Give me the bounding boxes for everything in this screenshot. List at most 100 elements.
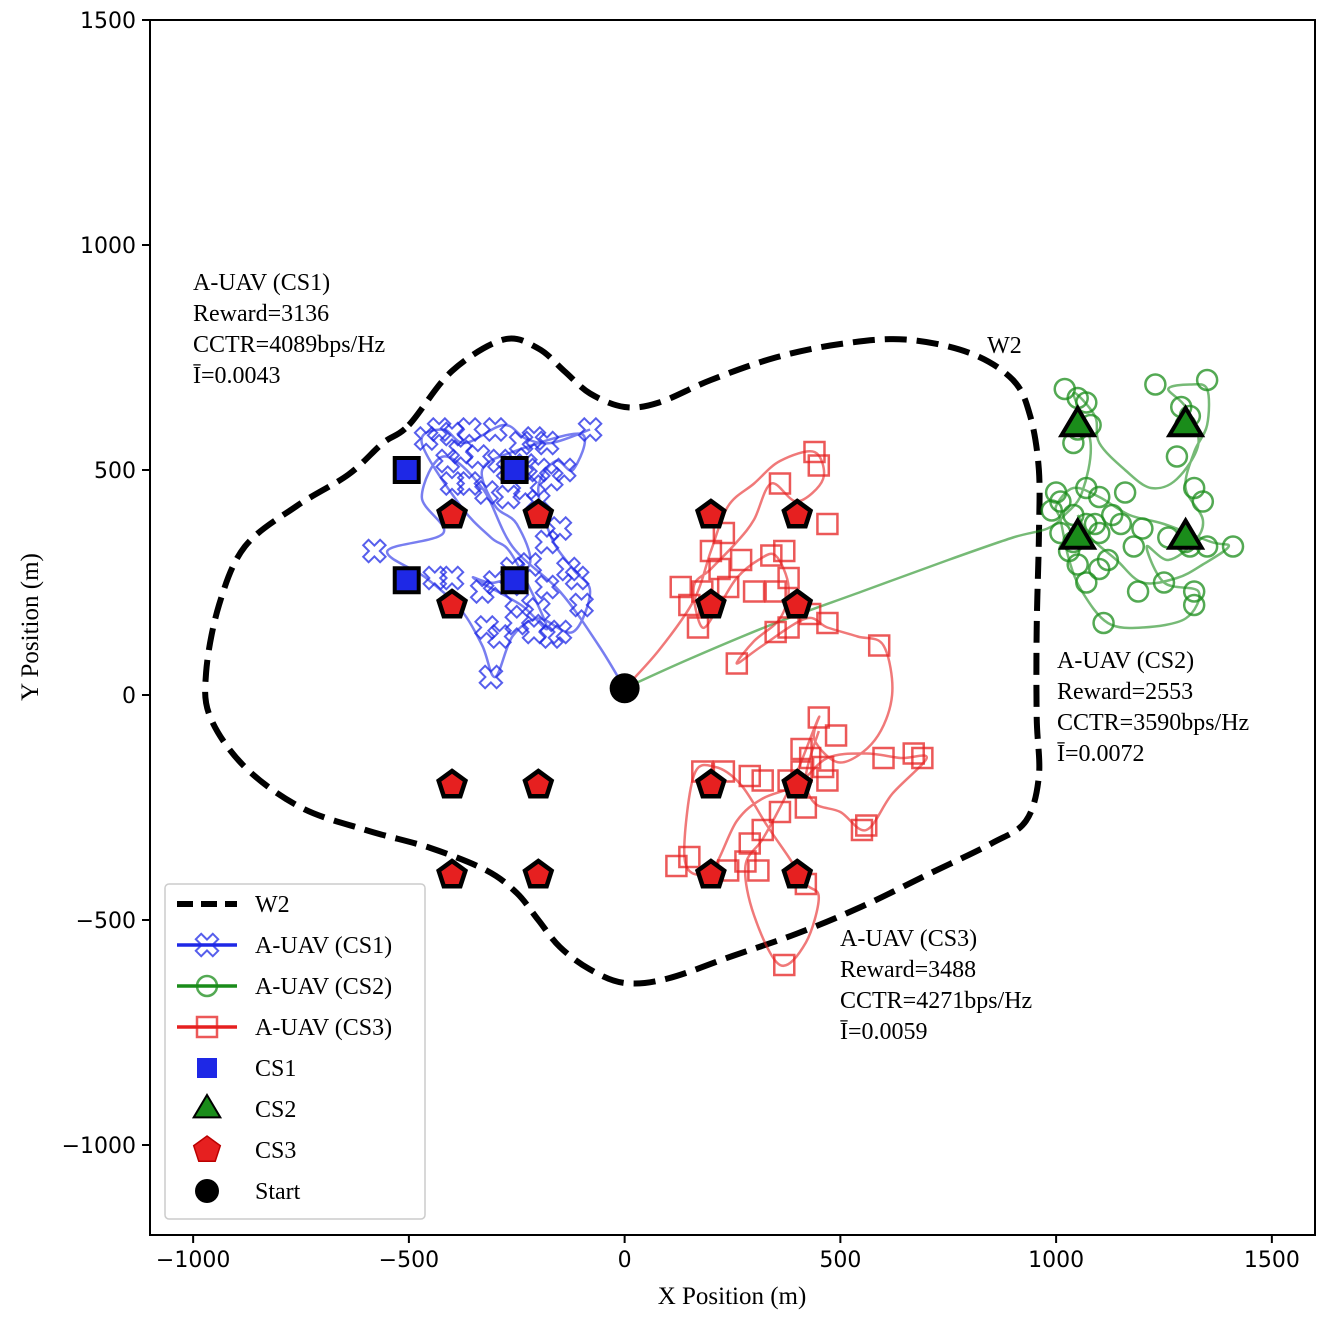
- trajectory-marker-1: [448, 439, 474, 465]
- trajectory-marker-2: [1152, 571, 1176, 594]
- cs1-station-marker: [392, 456, 421, 484]
- trajectory-marker-3: [768, 472, 792, 495]
- y-tick-label: 1000: [80, 234, 136, 259]
- trajectory-marker-3: [712, 521, 736, 545]
- legend-entry: A-UAV (CS1): [177, 932, 392, 959]
- cs3-station-marker: [522, 498, 555, 529]
- stations-cs2: [1057, 404, 1206, 550]
- stations-cs3: [436, 498, 814, 889]
- annotation-line: A-UAV (CS1): [193, 270, 330, 296]
- trajectory-marker-1: [508, 430, 534, 456]
- axis-ticks: −1000 −500 0 500 1000 1500 −1000 −500 0 500 1000 15…: [62, 9, 1300, 1273]
- trajectory-marker-2: [1122, 535, 1146, 558]
- trajectory-marker-1: [568, 592, 595, 618]
- annotation-line: Ī=0.0059: [840, 1019, 928, 1045]
- trajectory-marker-3: [760, 544, 783, 567]
- trajectory-marker-3: [816, 512, 839, 536]
- y-axis-title: Y Position (m): [17, 553, 44, 701]
- trajectory-marker-3: [686, 616, 710, 639]
- cs3-station-marker: [436, 498, 469, 529]
- legend-label: CS2: [255, 1097, 296, 1123]
- trajectory-marker-2: [1092, 611, 1115, 635]
- trajectory-marker-1: [473, 479, 500, 506]
- legend-entry: CS1: [197, 1056, 296, 1082]
- trajectory-marker-1: [456, 470, 482, 497]
- cs3-station-marker: [694, 588, 727, 619]
- trajectory-marker-1: [504, 610, 530, 636]
- trajectory-marker-2: [1131, 517, 1154, 540]
- trajectory-marker-2: [1182, 593, 1206, 617]
- trajectory-marker-1: [564, 565, 590, 591]
- x-tick-label: 500: [819, 1248, 861, 1273]
- legend-entry: A-UAV (CS2): [177, 974, 392, 1000]
- trajectory-marker-1: [456, 416, 482, 443]
- y-tick-label: 1500: [80, 9, 136, 34]
- trajectory-marker-2: [1075, 391, 1098, 414]
- y-tick-label: −1000: [62, 1134, 136, 1159]
- cs3-station-marker: [781, 858, 814, 889]
- trajectory-marker-2: [1083, 512, 1107, 536]
- trajectory-marker-3: [738, 764, 762, 788]
- legend-swatch-marker: [191, 1093, 223, 1119]
- trajectory-marker-3: [867, 634, 891, 657]
- legend-swatch-marker: [197, 1058, 217, 1078]
- cs3-station-marker: [522, 768, 555, 799]
- trajectory-marker-1: [482, 416, 508, 443]
- legend-label: A-UAV (CS1): [255, 933, 392, 959]
- trajectory-marker-3: [811, 755, 835, 779]
- legend-label: A-UAV (CS2): [255, 974, 392, 1000]
- cs3-station-marker: [436, 858, 469, 889]
- trajectory-marker-3: [764, 580, 787, 603]
- trajectory-marker-3: [725, 652, 749, 675]
- annotation-line: Reward=3488: [840, 957, 976, 983]
- x-axis-title: X Position (m): [658, 1283, 807, 1310]
- cs1-station-marker: [392, 566, 421, 595]
- annotation-line: CCTR=4271bps/Hz: [840, 988, 1032, 1014]
- trajectory-marker-1: [478, 664, 504, 690]
- trajectory-marker-2: [1221, 535, 1245, 558]
- trajectory-marker-1: [521, 619, 547, 645]
- annotation-line: Ī=0.0072: [1057, 741, 1145, 767]
- annotation-cs3: A-UAV (CS3) Reward=3488 CCTR=4271bps/Hz Ī=0…: [840, 926, 1032, 1045]
- trajectory-marker-3: [764, 620, 787, 644]
- trajectory-marker-3: [807, 454, 831, 477]
- trajectory-marker-2: [1075, 571, 1098, 594]
- stations-cs1: [392, 456, 529, 595]
- trajectory-marker-2: [1088, 557, 1111, 581]
- plot-area: W2: [202, 333, 1245, 987]
- legend-label: CS3: [255, 1138, 296, 1164]
- trajectory-marker-1: [473, 614, 500, 641]
- legend-label: A-UAV (CS3): [255, 1015, 392, 1041]
- trajectory-marker-3: [768, 800, 792, 824]
- annotation-line: CCTR=4089bps/Hz: [193, 332, 385, 358]
- cs2-station-marker: [1165, 404, 1206, 438]
- trajectory-marker-3: [850, 818, 874, 842]
- trajectory-marker-1: [439, 421, 465, 447]
- annotation-line: Reward=3136: [193, 301, 329, 327]
- annotation-line: A-UAV (CS2): [1057, 648, 1194, 674]
- trajectory-marker-3: [911, 746, 934, 770]
- x-tick-label: −500: [379, 1248, 439, 1273]
- trajectory-marker-3: [699, 539, 723, 563]
- trajectory-marker-3: [751, 769, 774, 792]
- trajectory-marker-1: [361, 538, 388, 564]
- annotation-line: Ī=0.0043: [193, 363, 281, 389]
- trajectory-marker-3: [729, 548, 753, 572]
- legend-label: W2: [255, 892, 290, 918]
- legend: W2 A-UAV (CS1) A-UAV (CS2) A-UAV (CS3) CS1 CS…: [164, 883, 426, 1220]
- trajectory-marker-3: [872, 746, 895, 770]
- legend-swatch-marker: [195, 1179, 219, 1203]
- trajectory-marker-2: [1113, 481, 1137, 504]
- trajectory-marker-3: [773, 539, 796, 563]
- trajectory-marker-3: [902, 742, 925, 765]
- trajectory-marker-1: [521, 425, 547, 452]
- trajectory-marker-1: [547, 619, 573, 645]
- annotation-line: A-UAV (CS3): [840, 926, 977, 952]
- trajectory-marker-2: [1109, 512, 1133, 536]
- legend-box: [164, 883, 426, 1220]
- y-tick-label: 0: [122, 684, 136, 709]
- trajectory-marker-1: [439, 470, 465, 497]
- trajectory-marker-3: [777, 566, 800, 590]
- series-group-3: [623, 440, 934, 977]
